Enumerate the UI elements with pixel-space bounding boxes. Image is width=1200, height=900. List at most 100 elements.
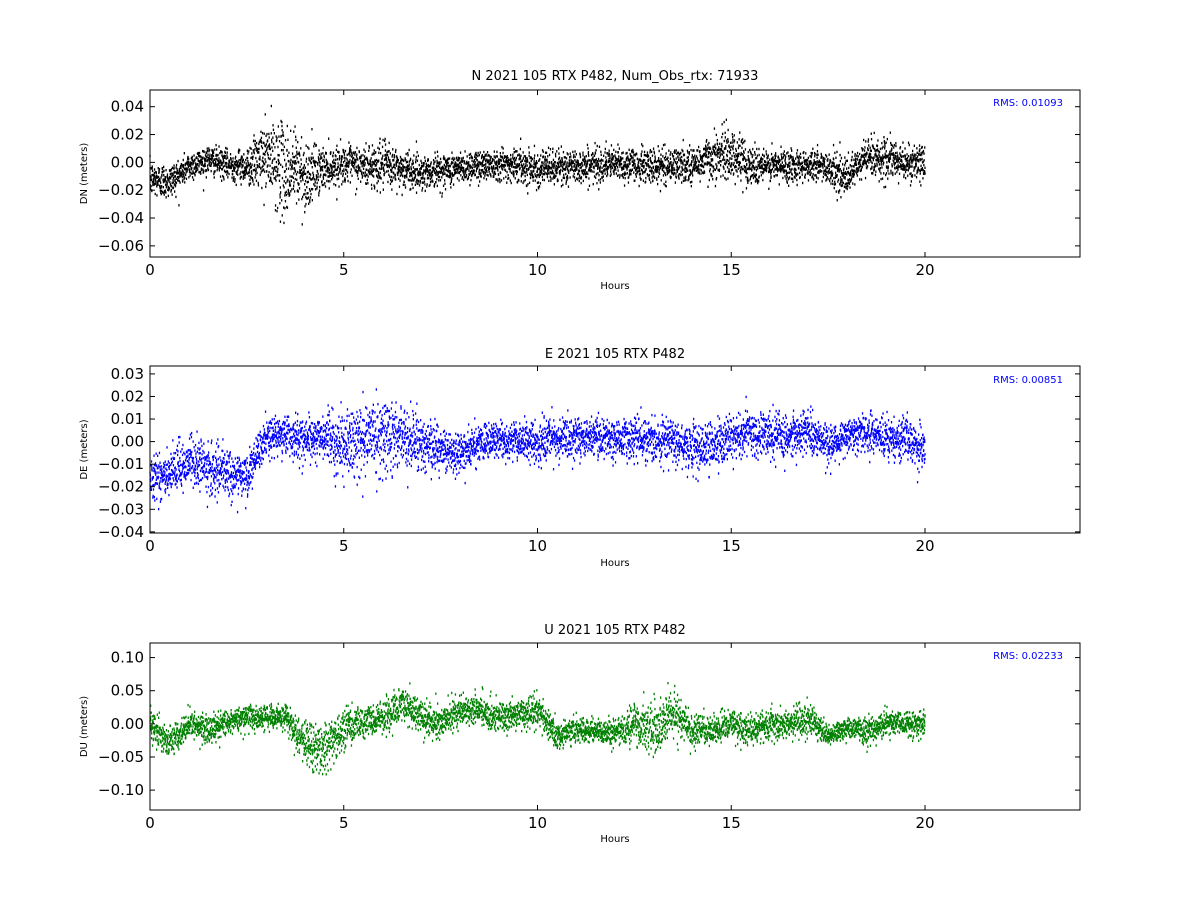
data-point: [786, 175, 788, 179]
data-point: [720, 153, 722, 156]
data-point: [731, 141, 733, 144]
data-point: [524, 164, 527, 168]
data-point: [252, 155, 254, 158]
data-point: [235, 155, 237, 159]
data-point: [437, 161, 439, 164]
data-point: [716, 139, 718, 142]
data-point: [555, 170, 557, 174]
data-point: [359, 156, 361, 160]
data-point: [316, 170, 319, 173]
data-point: [187, 160, 189, 163]
data-point: [722, 132, 724, 136]
data-point: [671, 172, 674, 175]
data-point: [682, 138, 684, 142]
data-point: [688, 164, 690, 168]
data-point: [387, 169, 389, 173]
data-point: [249, 164, 251, 167]
data-point: [691, 180, 693, 184]
data-point: [274, 209, 277, 212]
data-point: [586, 162, 589, 165]
data-point: [485, 162, 487, 166]
data-point: [789, 161, 791, 164]
data-point: [690, 170, 692, 174]
data-point: [597, 162, 600, 166]
data-point: [649, 149, 651, 152]
data-point: [449, 170, 451, 173]
data-point: [392, 148, 394, 151]
data-point: [178, 175, 180, 179]
data-point: [213, 164, 215, 167]
data-point: [832, 182, 834, 186]
data-point: [271, 141, 273, 144]
data-point: [452, 183, 455, 186]
data-point: [285, 193, 288, 197]
data-point: [873, 131, 875, 135]
data-point: [731, 154, 733, 158]
data-point: [641, 143, 643, 146]
data-point: [799, 175, 801, 179]
data-point: [309, 173, 312, 176]
data-point: [587, 152, 589, 155]
data-point: [180, 171, 182, 174]
data-point: [644, 154, 647, 157]
data-point: [693, 165, 695, 168]
data-point: [331, 176, 334, 179]
data-point: [220, 161, 222, 164]
data-point: [455, 162, 457, 165]
data-point: [861, 147, 863, 150]
data-point: [631, 149, 633, 153]
data-point: [690, 163, 693, 167]
data-point: [829, 160, 832, 163]
data-point: [302, 171, 304, 174]
data-point: [198, 171, 200, 174]
data-point: [573, 153, 575, 157]
data-point: [337, 150, 339, 153]
data-point: [709, 147, 712, 150]
data-point: [308, 156, 310, 160]
data-point: [670, 169, 673, 172]
data-point: [506, 170, 508, 174]
data-point: [346, 158, 348, 161]
data-point: [447, 157, 450, 160]
data-point: [667, 170, 669, 173]
data-point: [547, 168, 549, 171]
data-point: [583, 160, 586, 164]
data-point: [415, 180, 417, 183]
data-point: [250, 165, 253, 168]
data-point: [488, 167, 491, 170]
data-point: [597, 157, 600, 161]
data-point: [621, 152, 623, 155]
data-point: [196, 167, 198, 170]
data-point: [203, 165, 205, 168]
data-point: [677, 174, 679, 177]
data-point: [294, 190, 296, 193]
data-point: [840, 196, 842, 199]
data-point: [438, 161, 440, 164]
data-point: [704, 148, 707, 152]
data-point: [442, 157, 445, 160]
data-point: [679, 173, 681, 176]
data-point: [538, 159, 540, 162]
data-point: [378, 151, 380, 154]
data-point: [546, 164, 548, 167]
data-point: [394, 173, 397, 177]
data-point: [661, 160, 663, 163]
data-point: [687, 169, 689, 172]
data-point: [323, 183, 325, 186]
data-point: [355, 159, 357, 162]
data-point: [331, 172, 333, 175]
data-point: [639, 176, 641, 179]
data-point: [350, 150, 352, 154]
data-point: [828, 164, 830, 168]
data-point: [412, 166, 415, 169]
data-point: [379, 137, 381, 140]
data-point: [545, 159, 547, 162]
data-point: [271, 159, 274, 162]
data-point: [680, 151, 682, 155]
data-point: [510, 160, 512, 163]
data-point: [237, 166, 239, 169]
data-point: [235, 159, 238, 163]
data-point: [343, 156, 345, 159]
data-point: [195, 168, 197, 171]
data-point: [333, 183, 335, 186]
